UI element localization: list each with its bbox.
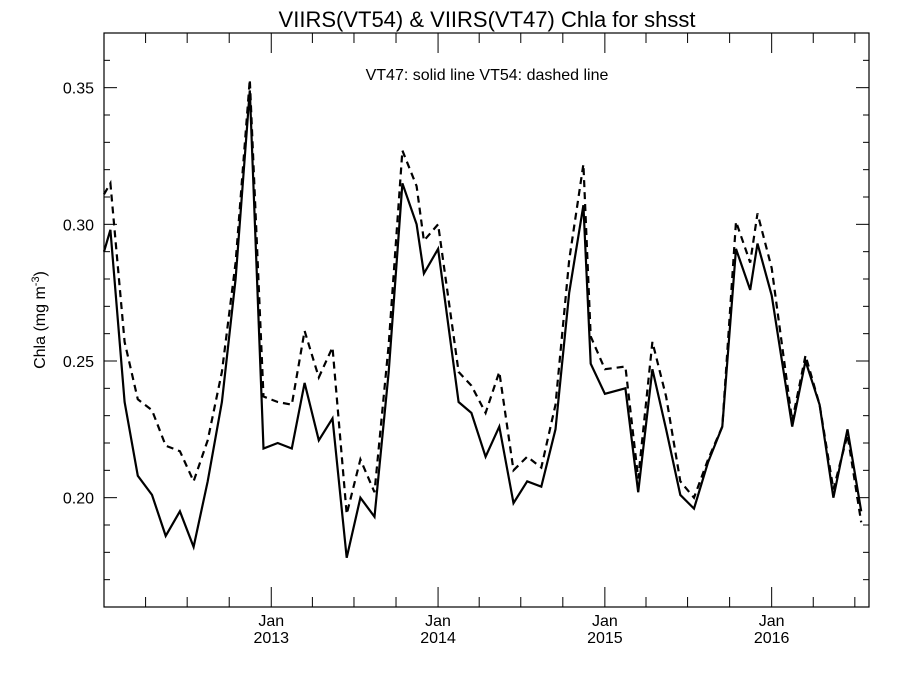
x-tick-year-label: 2013 bbox=[253, 630, 289, 647]
y-axis-label-superscript: -3 bbox=[30, 276, 42, 286]
line-style-note: VT47: solid line VT54: dashed line bbox=[366, 67, 609, 84]
series-line-dashed bbox=[103, 79, 863, 523]
series-line-solid bbox=[102, 90, 863, 559]
series-group bbox=[102, 79, 863, 559]
x-tick-month-label: Jan bbox=[425, 613, 451, 630]
y-axis-label-main: Chla (mg m bbox=[32, 286, 49, 369]
y-axis: 0.20 0.25 0.30 0.35 bbox=[63, 32, 869, 608]
y-tick-label: 0.30 bbox=[63, 217, 94, 234]
x-tick-month-label: Jan bbox=[759, 613, 785, 630]
x-tick-year-label: 2014 bbox=[420, 630, 456, 647]
x-tick-month-label: Jan bbox=[592, 613, 618, 630]
x-tick-year-label: 2016 bbox=[754, 630, 790, 647]
y-axis-label-tail: ) bbox=[32, 271, 49, 276]
x-tick-year-label: 2015 bbox=[587, 630, 623, 647]
y-tick-label: 0.35 bbox=[63, 81, 94, 98]
y-tick-label: 0.20 bbox=[63, 491, 94, 508]
y-axis-label: Chla (mg m-3) bbox=[30, 271, 49, 369]
plot-frame bbox=[103, 32, 870, 608]
x-tick-month-label: Jan bbox=[258, 613, 284, 630]
chart-title: VIIRS(VT54) & VIIRS(VT47) Chla for shsst bbox=[279, 7, 696, 32]
y-tick-label: 0.25 bbox=[63, 354, 94, 371]
